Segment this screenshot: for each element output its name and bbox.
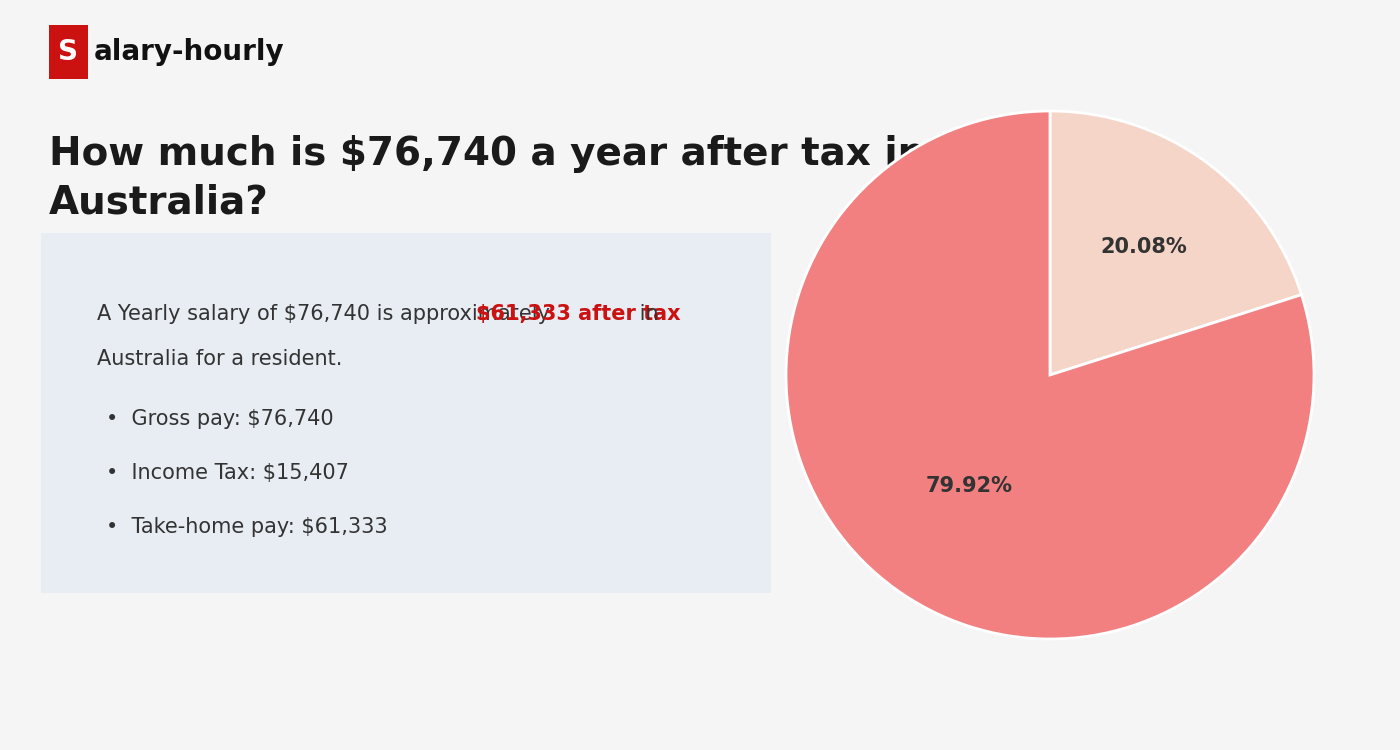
Text: A Yearly salary of $76,740 is approximately: A Yearly salary of $76,740 is approximat… (98, 304, 557, 324)
Legend: Income Tax, Take-home Pay: Income Tax, Take-home Pay (879, 0, 1247, 5)
FancyBboxPatch shape (41, 232, 771, 592)
Text: How much is $76,740 a year after tax in
Australia?: How much is $76,740 a year after tax in … (49, 135, 925, 221)
Text: S: S (59, 38, 78, 66)
Text: Australia for a resident.: Australia for a resident. (98, 349, 343, 369)
Text: alary-hourly: alary-hourly (94, 38, 284, 66)
FancyBboxPatch shape (49, 25, 88, 79)
Wedge shape (1050, 111, 1302, 375)
Text: in: in (633, 304, 659, 324)
Wedge shape (785, 111, 1315, 639)
Text: 20.08%: 20.08% (1100, 237, 1187, 257)
Text: •  Take-home pay: $61,333: • Take-home pay: $61,333 (105, 517, 388, 537)
Text: $61,333 after tax: $61,333 after tax (476, 304, 680, 324)
Text: •  Income Tax: $15,407: • Income Tax: $15,407 (105, 463, 349, 483)
Text: •  Gross pay: $76,740: • Gross pay: $76,740 (105, 409, 333, 429)
Text: 79.92%: 79.92% (925, 476, 1012, 496)
